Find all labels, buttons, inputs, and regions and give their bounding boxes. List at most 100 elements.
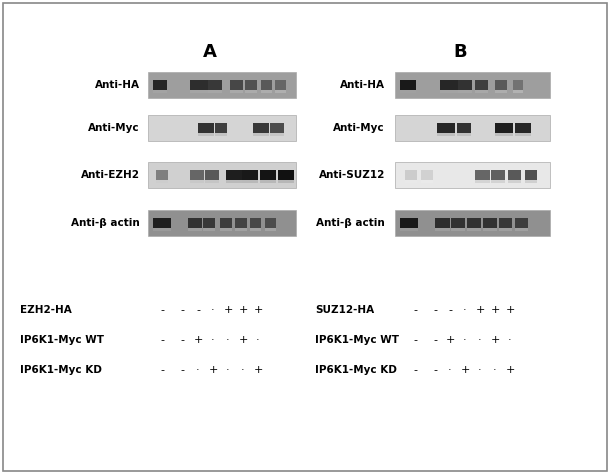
- Bar: [457, 133, 471, 136]
- Bar: [499, 219, 512, 228]
- Text: -: -: [180, 305, 184, 315]
- Bar: [226, 180, 242, 182]
- Text: -: -: [448, 305, 452, 315]
- Bar: [270, 123, 284, 133]
- Text: -: -: [160, 365, 164, 375]
- Bar: [220, 228, 232, 231]
- Text: -: -: [196, 305, 200, 315]
- Text: -: -: [180, 365, 184, 375]
- Bar: [260, 180, 276, 182]
- Bar: [253, 133, 269, 136]
- Text: -: -: [160, 335, 164, 345]
- Bar: [395, 115, 550, 141]
- Text: Anti-β actin: Anti-β actin: [316, 218, 385, 228]
- Text: +: +: [239, 305, 248, 315]
- Bar: [253, 123, 269, 133]
- Text: EZH2-HA: EZH2-HA: [20, 305, 72, 315]
- Bar: [245, 81, 257, 90]
- Text: ·: ·: [478, 335, 482, 345]
- Text: ·: ·: [211, 305, 215, 315]
- Bar: [499, 228, 512, 231]
- Text: ·: ·: [493, 365, 497, 375]
- Bar: [245, 90, 257, 93]
- Text: +: +: [253, 305, 263, 315]
- Bar: [205, 171, 219, 180]
- Text: Anti-HA: Anti-HA: [95, 80, 140, 90]
- Text: -: -: [160, 305, 164, 315]
- Bar: [451, 219, 465, 228]
- Bar: [467, 228, 481, 231]
- Bar: [278, 180, 294, 182]
- Text: +: +: [208, 365, 218, 375]
- Text: -: -: [433, 305, 437, 315]
- Text: Anti-SUZ12: Anti-SUZ12: [318, 170, 385, 180]
- Bar: [208, 90, 222, 93]
- Text: Anti-Myc: Anti-Myc: [88, 123, 140, 133]
- Bar: [451, 228, 465, 231]
- Bar: [437, 123, 455, 133]
- Bar: [250, 219, 261, 228]
- Text: IP6K1-Myc WT: IP6K1-Myc WT: [315, 335, 399, 345]
- Text: -: -: [433, 335, 437, 345]
- Bar: [203, 228, 215, 231]
- Bar: [395, 72, 550, 98]
- Bar: [475, 90, 488, 93]
- Bar: [153, 81, 167, 90]
- Bar: [495, 133, 513, 136]
- Bar: [198, 123, 214, 133]
- Text: ·: ·: [448, 365, 452, 375]
- Bar: [190, 180, 204, 182]
- Bar: [156, 180, 168, 182]
- Bar: [513, 90, 523, 93]
- Bar: [261, 90, 272, 93]
- Bar: [250, 228, 261, 231]
- Bar: [235, 228, 247, 231]
- Bar: [437, 133, 455, 136]
- Bar: [242, 180, 258, 182]
- Bar: [153, 228, 171, 231]
- Text: -: -: [180, 335, 184, 345]
- Bar: [400, 228, 418, 231]
- Text: +: +: [505, 305, 515, 315]
- Bar: [275, 81, 286, 90]
- Text: ·: ·: [463, 335, 467, 345]
- Bar: [515, 228, 528, 231]
- Text: +: +: [193, 335, 203, 345]
- Text: IP6K1-Myc WT: IP6K1-Myc WT: [20, 335, 104, 345]
- Bar: [190, 90, 208, 93]
- Bar: [405, 180, 417, 182]
- Bar: [495, 90, 507, 93]
- Bar: [475, 171, 490, 180]
- Text: ·: ·: [211, 335, 215, 345]
- Bar: [148, 72, 296, 98]
- Bar: [242, 171, 258, 180]
- Text: IP6K1-Myc KD: IP6K1-Myc KD: [315, 365, 397, 375]
- Bar: [203, 219, 215, 228]
- Bar: [515, 133, 531, 136]
- Bar: [467, 219, 481, 228]
- Bar: [515, 219, 528, 228]
- Bar: [508, 171, 521, 180]
- Bar: [188, 228, 202, 231]
- Text: ·: ·: [508, 335, 512, 345]
- Text: Anti-EZH2: Anti-EZH2: [81, 170, 140, 180]
- Bar: [475, 81, 488, 90]
- Text: ·: ·: [463, 305, 467, 315]
- Bar: [475, 180, 490, 182]
- Bar: [491, 180, 505, 182]
- Bar: [395, 162, 550, 188]
- Bar: [400, 90, 416, 93]
- Text: -: -: [433, 365, 437, 375]
- Text: B: B: [453, 43, 467, 61]
- Bar: [495, 123, 513, 133]
- Text: A: A: [203, 43, 217, 61]
- Bar: [153, 90, 167, 93]
- Bar: [483, 228, 497, 231]
- Text: +: +: [253, 365, 263, 375]
- Bar: [270, 133, 284, 136]
- Bar: [205, 180, 219, 182]
- Bar: [405, 171, 417, 180]
- Bar: [208, 81, 222, 90]
- Bar: [215, 133, 227, 136]
- Bar: [230, 90, 243, 93]
